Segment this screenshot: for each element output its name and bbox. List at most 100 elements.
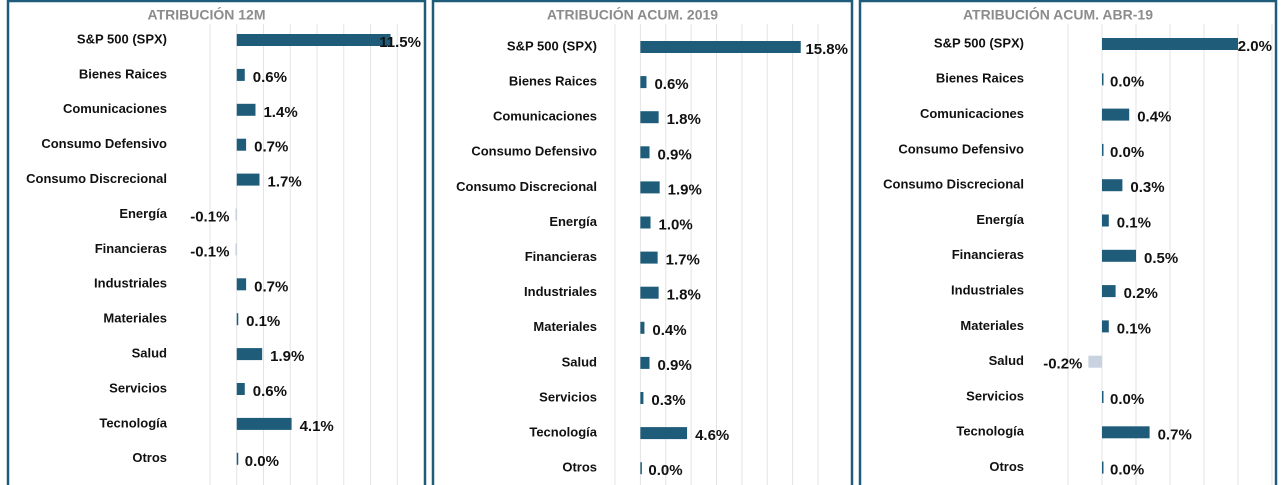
category-label: Materiales [533, 319, 597, 334]
category-label: S&P 500 (SPX) [507, 38, 597, 53]
category-label: Energía [119, 206, 167, 221]
category-label: Otros [132, 450, 167, 465]
value-label: 15.8% [805, 41, 848, 58]
value-label: 0.6% [253, 383, 287, 400]
value-label: 0.7% [254, 278, 288, 295]
bar [640, 427, 688, 440]
value-label: 0.0% [1110, 73, 1144, 90]
category-label: Bienes Raices [936, 71, 1024, 86]
bar [236, 313, 239, 326]
value-label: 0.2% [1124, 285, 1158, 302]
bar [640, 181, 660, 194]
value-label: 2.0% [1238, 38, 1272, 55]
bar [236, 68, 245, 81]
value-label: 0.7% [254, 139, 288, 156]
value-label: 0.1% [1117, 320, 1151, 337]
value-label: 4.6% [695, 427, 729, 444]
value-label: 0.4% [1137, 109, 1171, 126]
category-label: Otros [562, 460, 597, 475]
category-label: Consumo Defensivo [898, 141, 1024, 156]
value-label: -0.1% [190, 208, 229, 225]
value-label: 1.7% [666, 252, 700, 269]
bar [1088, 355, 1102, 368]
bar [1102, 108, 1130, 121]
bar [236, 348, 263, 361]
bar [1102, 249, 1136, 262]
value-label: 0.0% [648, 462, 682, 479]
value-label: 1.0% [659, 216, 693, 233]
category-label: Tecnología [99, 415, 167, 430]
panel [6, 0, 427, 485]
category-label: Bienes Raices [79, 66, 167, 81]
value-label: 0.7% [1158, 426, 1192, 443]
category-label: Servicios [966, 388, 1024, 403]
value-label: 1.7% [267, 174, 301, 191]
value-label: -0.2% [1043, 356, 1082, 373]
bar [640, 146, 650, 159]
value-label: 0.6% [654, 76, 688, 93]
value-label: 4.1% [300, 418, 334, 435]
value-label: 0.0% [1110, 391, 1144, 408]
category-label: Financieras [525, 249, 597, 264]
category-label: Materiales [103, 311, 167, 326]
value-label: 0.4% [652, 322, 686, 339]
category-label: Consumo Discrecional [456, 179, 597, 194]
chart-title: ATRIBUCIÓN ACUM. ABR-19 [963, 6, 1153, 23]
panel [431, 0, 854, 485]
bar [236, 173, 260, 186]
value-label: -0.1% [190, 243, 229, 260]
value-label: 1.9% [668, 181, 702, 198]
value-label: 0.3% [651, 392, 685, 409]
bar [1102, 73, 1104, 86]
bar [1102, 320, 1109, 333]
bar [1102, 214, 1109, 227]
value-label: 0.0% [1110, 462, 1144, 479]
value-label: 11.5% [379, 34, 421, 51]
bar [235, 243, 237, 256]
category-label: Energía [549, 214, 597, 229]
category-label: Salud [562, 354, 597, 369]
value-label: 0.1% [1117, 214, 1151, 231]
bar [640, 41, 801, 53]
category-label: Otros [989, 459, 1024, 474]
category-label: Industriales [524, 284, 597, 299]
bar [640, 321, 645, 334]
chart-title: ATRIBUCIÓN 12M [148, 6, 266, 23]
bar [236, 452, 239, 465]
bar [640, 76, 647, 89]
bar [640, 356, 650, 369]
category-label: Industriales [951, 283, 1024, 298]
bar [236, 383, 245, 395]
value-label: 0.0% [245, 453, 279, 470]
bar [640, 462, 642, 475]
value-label: 1.9% [270, 348, 304, 365]
category-label: Tecnología [529, 425, 597, 440]
category-label: Consumo Discrecional [883, 177, 1024, 192]
value-label: 0.1% [246, 313, 280, 330]
value-label: 1.8% [667, 111, 701, 128]
bar [236, 138, 247, 151]
bar [1102, 179, 1123, 192]
category-label: Salud [989, 353, 1024, 368]
category-label: Comunicaciones [493, 109, 597, 124]
category-label: S&P 500 (SPX) [934, 35, 1024, 50]
category-label: Servicios [109, 380, 167, 395]
bar [1102, 426, 1150, 439]
value-label: 1.8% [667, 287, 701, 304]
value-label: 0.9% [658, 146, 692, 163]
chart-title: ATRIBUCIÓN ACUM. 2019 [547, 6, 718, 23]
bar [640, 251, 658, 264]
bar [640, 286, 659, 299]
bar [1102, 143, 1104, 156]
value-label: 0.6% [253, 69, 287, 86]
bar [236, 417, 292, 430]
category-label: Energía [976, 212, 1024, 227]
bar [1102, 461, 1104, 474]
category-label: Bienes Raices [509, 74, 597, 89]
category-label: Consumo Discrecional [26, 171, 167, 186]
bar [1102, 391, 1104, 403]
category-label: Financieras [952, 247, 1024, 262]
category-label: Comunicaciones [920, 106, 1024, 121]
category-label: Consumo Defensivo [471, 144, 597, 159]
